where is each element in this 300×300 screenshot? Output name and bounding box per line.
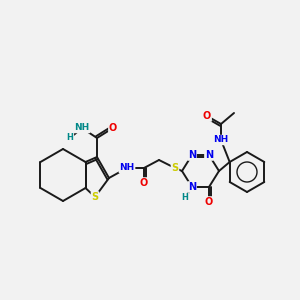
Text: NH: NH [74,124,90,133]
Text: S: S [92,192,99,202]
Text: H: H [182,194,188,202]
Text: O: O [205,197,213,207]
Text: NH: NH [119,164,135,172]
Text: O: O [109,123,117,133]
Text: O: O [140,178,148,188]
Text: N: N [188,150,196,160]
Text: S: S [171,163,178,173]
Text: H: H [67,134,73,142]
Text: O: O [203,111,211,121]
Text: NH: NH [213,136,229,145]
Text: N: N [188,182,196,192]
Text: N: N [205,150,213,160]
